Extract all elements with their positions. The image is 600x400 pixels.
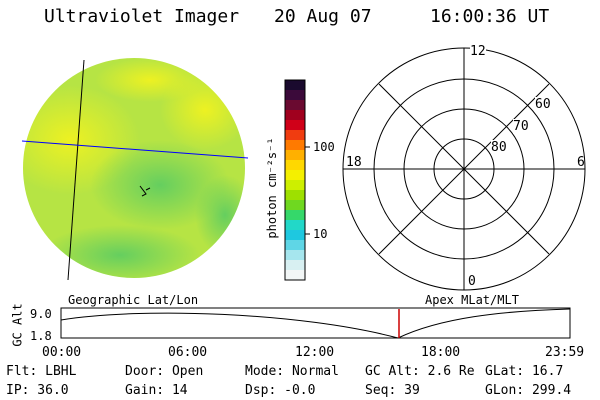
status-glon: GLon: 299.4 <box>485 383 572 398</box>
apex-title: Apex MLat/MLT <box>425 293 519 307</box>
disk-emission <box>23 58 245 278</box>
colorbar-tick-100: 100 <box>313 140 335 154</box>
colorbar-cell <box>285 260 305 271</box>
status-door: Door: Open <box>125 364 204 379</box>
colorbar-tick-10: 10 <box>313 227 328 241</box>
mlt-label-6: 6 <box>577 155 585 170</box>
observation-time: 16:00:36 UT <box>430 6 550 27</box>
gc-alt-max: 9.0 <box>30 307 52 321</box>
colorbar-cell <box>285 210 305 221</box>
x-tick-1200: 12:00 <box>295 345 335 360</box>
status-mode: Mode: Normal <box>245 364 339 379</box>
lat-label-80: 80 <box>491 140 507 155</box>
colorbar-cell <box>285 90 305 101</box>
colorbar-cell <box>285 110 305 121</box>
colorbar-cell <box>285 80 305 91</box>
coastline-mark <box>139 185 151 197</box>
status-dsp: Dsp: -0.0 <box>245 383 316 398</box>
colorbar-cell <box>285 230 305 241</box>
colorbar-cell <box>285 140 305 151</box>
x-tick-0600: 06:00 <box>168 345 208 360</box>
colorbar-cell <box>285 160 305 171</box>
observation-date: 20 Aug 07 <box>274 6 372 27</box>
polar-diagonal-2 <box>378 83 550 255</box>
status-gc-alt: GC Alt: 2.6 Re <box>365 364 475 379</box>
x-tick-2359: 23:59 <box>545 345 585 360</box>
colorbar-cell <box>285 180 305 191</box>
longitude-line <box>67 59 85 281</box>
colorbar-cell <box>285 100 305 111</box>
status-flt: Flt: LBHL <box>6 364 77 379</box>
status-ip: IP: 36.0 <box>6 383 69 398</box>
colorbar-cell <box>285 170 305 181</box>
colorbar-cell <box>285 220 305 231</box>
geographic-title: Geographic Lat/Lon <box>68 293 199 307</box>
colorbar-cell <box>285 190 305 201</box>
mlt-label-12: 12 <box>470 44 486 59</box>
instrument-title: Ultraviolet Imager <box>44 6 240 27</box>
status-seq: Seq: 39 <box>365 383 420 398</box>
latitude-line <box>21 140 249 159</box>
status-glat: GLat: 16.7 <box>485 364 564 379</box>
x-tick-0000: 00:00 <box>42 345 82 360</box>
x-tick-1800: 18:00 <box>421 345 461 360</box>
colorbar-cell <box>285 200 305 211</box>
colorbar-cell <box>285 250 305 261</box>
colorbar-cell <box>285 240 305 251</box>
colorbar-cell <box>285 270 305 281</box>
colorbar-cell <box>285 120 305 131</box>
colorbar-cell <box>285 150 305 161</box>
lat-label-60: 60 <box>535 97 551 112</box>
altitude-curve <box>60 308 571 339</box>
lat-label-70: 70 <box>513 119 529 134</box>
mlt-label-0: 0 <box>468 274 476 289</box>
gc-alt-min: 1.8 <box>30 329 52 343</box>
status-gain: Gain: 14 <box>125 383 188 398</box>
timeline-frame <box>60 307 571 339</box>
mlt-label-18: 18 <box>346 155 362 170</box>
colorbar-cell <box>285 130 305 141</box>
